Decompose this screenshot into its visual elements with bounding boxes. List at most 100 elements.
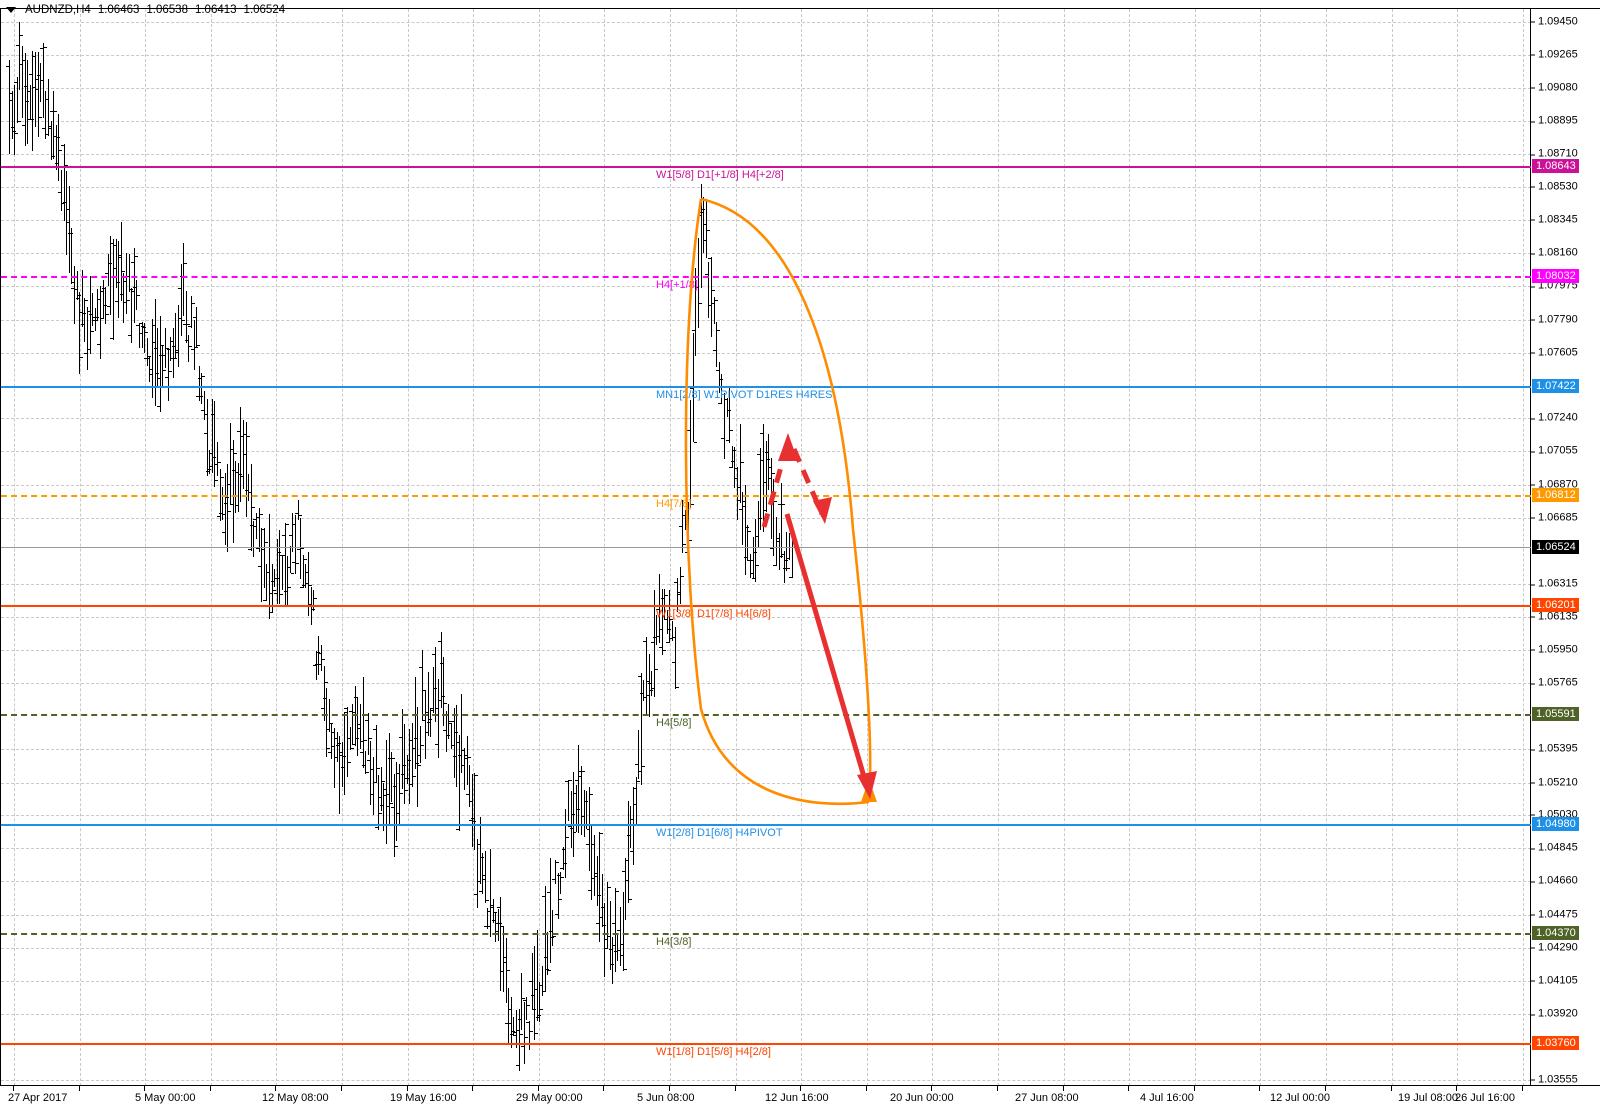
- price-bar-open-tick: [685, 552, 688, 554]
- price-bar-open-tick: [557, 874, 560, 876]
- price-bar-open-tick: [484, 925, 487, 927]
- time-axis-separator: [78, 1086, 80, 1091]
- price-bar: [602, 874, 603, 928]
- price-bar: [682, 500, 683, 554]
- price-bar-open-tick: [235, 472, 238, 474]
- price-bar: [56, 125, 57, 170]
- price-bar: [480, 817, 481, 884]
- price-bar: [300, 518, 301, 579]
- time-axis-tick: 12 Jun 16:00: [765, 1092, 829, 1104]
- price-bar-close-tick: [629, 898, 632, 900]
- price-bar-open-tick: [289, 535, 292, 537]
- price-bar: [446, 711, 447, 753]
- price-bar-close-tick: [644, 697, 647, 699]
- price-bar-open-tick: [94, 320, 97, 322]
- price-bar: [550, 857, 551, 964]
- price-bar: [116, 239, 117, 289]
- price-bar: [214, 401, 215, 488]
- price-bar-open-tick: [768, 466, 771, 468]
- price-level-tag: 1.04980: [1532, 816, 1579, 831]
- price-bar-open-tick: [263, 599, 266, 601]
- price-bar: [539, 981, 540, 1022]
- price-axis-tick: 1.09450: [1531, 15, 1578, 28]
- price-bar-close-tick: [395, 846, 398, 848]
- price-bar: [370, 740, 371, 805]
- price-bar: [542, 966, 543, 996]
- price-level-label: H4[5/8]: [656, 717, 692, 730]
- price-bar-close-tick: [689, 539, 692, 541]
- price-bar: [599, 831, 600, 942]
- price-bar-close-tick: [423, 689, 426, 691]
- price-bar-close-tick: [642, 765, 645, 767]
- price-bar-open-tick: [578, 775, 581, 777]
- price-bar-open-tick: [107, 305, 110, 307]
- price-bar-open-tick: [640, 692, 643, 694]
- price-bar: [386, 739, 387, 844]
- price-bar-close-tick: [527, 1005, 530, 1007]
- price-bar: [347, 707, 348, 777]
- price-bar: [246, 422, 247, 517]
- price-bar: [331, 724, 332, 759]
- price-bar-open-tick: [513, 1032, 516, 1034]
- price-bar-open-tick: [139, 322, 142, 324]
- price-bar: [342, 742, 343, 788]
- price-bar-close-tick: [522, 998, 525, 1000]
- price-bar-open-tick: [776, 541, 779, 543]
- time-axis-separator: [1521, 1086, 1523, 1091]
- chart-plot-area[interactable]: W1[5/8] D1[+1/8] H4[+2/8] H4[+1/8] MN1[2/8…: [0, 8, 1531, 1087]
- bottom-strip: [0, 1112, 1600, 1118]
- price-level-line: [1, 546, 1531, 548]
- price-bar: [534, 946, 535, 1041]
- price-bar-close-tick: [325, 682, 328, 683]
- price-bar-open-tick: [110, 337, 113, 339]
- price-bar: [555, 860, 556, 885]
- price-bar-open-tick: [518, 1018, 521, 1020]
- price-bar-open-tick: [482, 875, 485, 877]
- price-level-label: MN1[2/8] W1PIVOT D1RES H4RES: [656, 388, 833, 401]
- price-bar: [363, 677, 364, 768]
- price-bar-open-tick: [232, 470, 235, 472]
- price-bar-open-tick: [287, 566, 290, 568]
- price-bar-open-tick: [490, 906, 493, 908]
- price-bar-close-tick: [379, 813, 382, 815]
- price-bar-close-tick: [46, 134, 49, 136]
- price-bar-open-tick: [237, 430, 240, 432]
- price-bar-open-tick: [35, 78, 38, 80]
- price-bar-open-tick: [461, 749, 464, 751]
- price-bar: [131, 287, 132, 343]
- price-level-tag: 1.06812: [1532, 488, 1579, 503]
- price-bar-close-tick: [148, 355, 151, 357]
- price-bar-close-tick: [135, 255, 138, 257]
- price-bar-close-tick: [647, 680, 650, 682]
- price-bar-open-tick: [443, 730, 446, 732]
- price-axis-tick: 1.06870: [1531, 478, 1578, 491]
- price-bar: [581, 766, 582, 835]
- price-bar: [771, 457, 772, 540]
- price-bar-open-tick: [276, 578, 279, 580]
- price-bar: [651, 671, 652, 697]
- price-bar-close-tick: [197, 344, 200, 346]
- price-bar-close-tick: [504, 961, 507, 963]
- price-bar-open-tick: [357, 724, 360, 726]
- price-bar-close-tick: [153, 324, 156, 326]
- price-bar-open-tick: [765, 451, 768, 453]
- price-bar: [594, 835, 595, 897]
- price-bar: [113, 239, 114, 341]
- price-bar-close-tick: [418, 765, 421, 767]
- triangle-down-icon[interactable]: [6, 7, 16, 13]
- price-bar-open-tick: [42, 128, 45, 130]
- price-bar: [448, 703, 449, 740]
- price-bar: [516, 1009, 517, 1049]
- price-bar: [251, 464, 252, 552]
- price-axis[interactable]: 1.09450 1.09265 1.09080 1.08895 1.08710 1.085…: [1530, 8, 1600, 1087]
- price-bar: [121, 221, 122, 302]
- price-level-label: W1[1/8] D1[5/8] H4[2/8]: [656, 1045, 771, 1058]
- price-bar-close-tick: [663, 650, 666, 652]
- price-bar-open-tick: [731, 461, 734, 463]
- price-bar-close-tick: [616, 890, 619, 892]
- price-bar: [157, 328, 158, 389]
- price-bar-open-tick: [362, 764, 365, 766]
- price-bar-open-tick: [373, 729, 376, 731]
- price-bar: [430, 707, 431, 738]
- price-bar-close-tick: [478, 844, 481, 846]
